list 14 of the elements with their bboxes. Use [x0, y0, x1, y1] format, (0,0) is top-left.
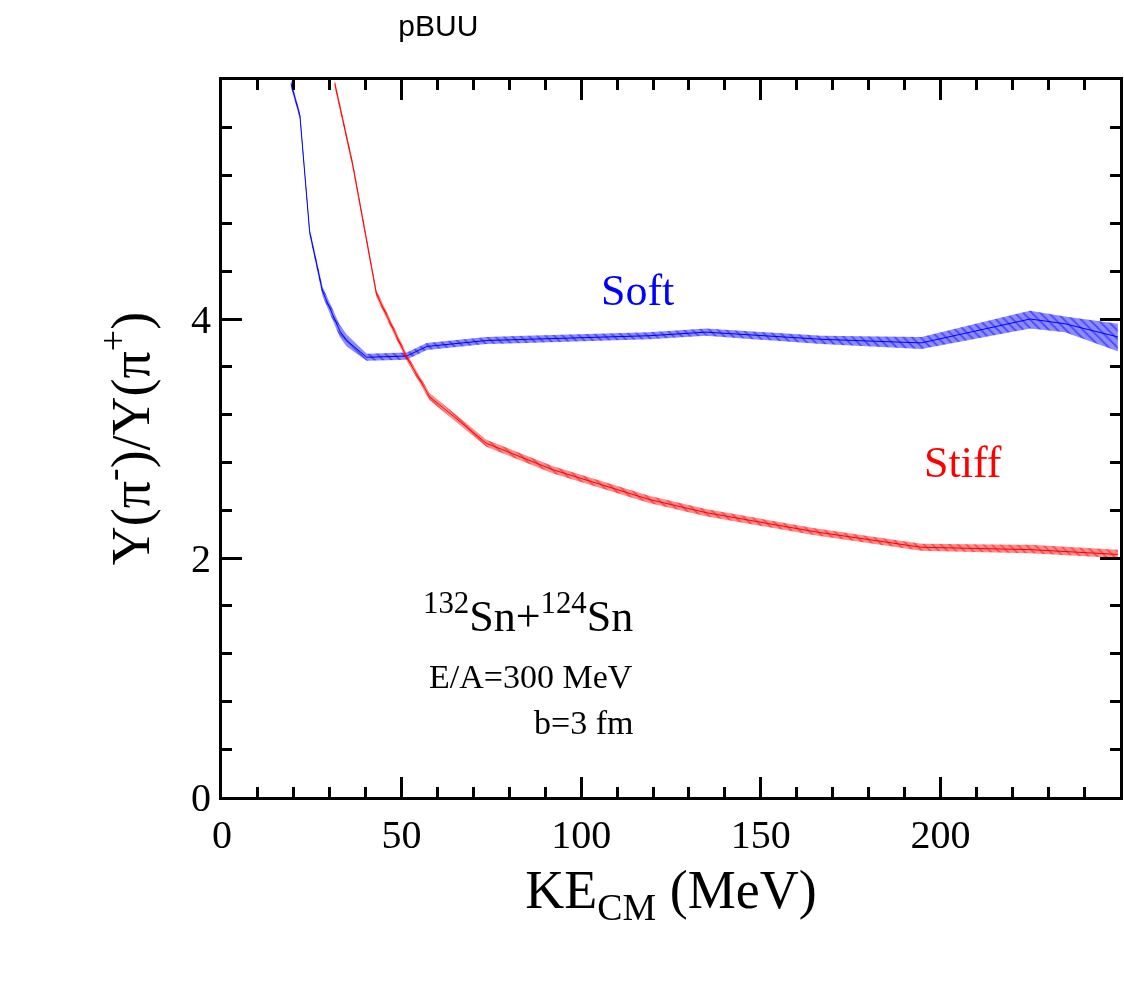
y-tick-label: 0: [191, 775, 211, 820]
x-tick-label: 100: [551, 812, 612, 857]
series-label: Stiff: [924, 438, 1002, 487]
x-tick-label: 200: [910, 812, 971, 857]
y-tick-label: 4: [191, 297, 211, 342]
x-tick-label: 150: [730, 812, 791, 857]
annotation: E/A=300 MeV: [429, 658, 633, 695]
y-tick-label: 2: [191, 536, 211, 581]
annotation: b=3 fm: [534, 704, 634, 741]
series-label: Soft: [601, 266, 675, 315]
x-axis-title: KE$_{CM}$ (MeV): [525, 860, 817, 928]
annotation: $^{132}$Sn+$^{124}$Sn: [423, 586, 634, 642]
chart-title: pBUU: [398, 8, 479, 42]
x-tick-label: 50: [381, 812, 422, 857]
